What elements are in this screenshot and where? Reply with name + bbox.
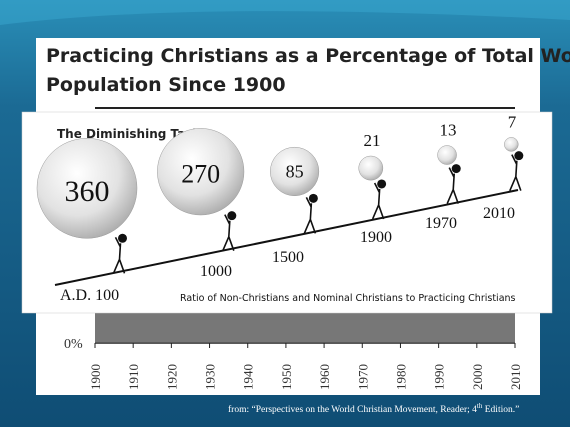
x-tick-label: 2000 [470,364,485,390]
x-tick-label: 1990 [432,364,447,390]
ball [36,138,138,239]
title-line: Population Since 1900 [46,74,286,96]
ball-value: 7 [508,112,517,131]
ball-value: 360 [65,175,110,208]
x-tick-label: 1960 [317,364,332,390]
figure-head [377,179,387,189]
x-tick-label: 1930 [203,364,218,390]
year-label: 1970 [425,215,457,232]
figure [509,154,522,191]
footer-sup: th [477,402,483,410]
x-tick-label: 1920 [164,364,179,390]
year-label: 1500 [272,249,304,266]
overlay-caption: Ratio of Non-Christians and Nominal Chri… [180,293,516,304]
overlay-title: The Diminishing Task [57,127,201,141]
ball [157,128,245,216]
x-tick-label: 1940 [241,364,256,390]
x-tick-label: 1910 [126,364,141,390]
footer-text: from: “Perspectives on the World Christi… [228,404,477,415]
y-tick-label: 0% [64,337,83,352]
figure-head [308,193,318,203]
figure-head [514,151,524,161]
ball-value: 13 [440,121,457,140]
ball-value: 21 [364,131,381,150]
slope [54,189,519,286]
year-label: 2010 [483,205,515,222]
x-tick-label: 1970 [355,364,370,390]
figure [446,167,459,204]
x-tick-label: 1950 [279,364,294,390]
figure [222,214,235,251]
ball [437,145,457,165]
year-label: 1000 [200,263,232,280]
figure-head [118,233,127,243]
ball [270,146,320,197]
year-label: A.D. 100 [60,287,119,304]
ball-value: 270 [181,160,220,189]
footer: from: “Perspectives on the World Christi… [228,402,519,415]
year-label: 1900 [360,229,392,246]
figure [371,182,385,220]
ball-value: 85 [286,162,304,182]
figure-head [451,164,461,174]
area [95,312,515,342]
x-tick-label: 1900 [88,364,103,390]
ball [358,155,384,181]
x-tick-label: 1980 [393,364,408,390]
figure [303,196,317,234]
wave [0,0,570,25]
footer-text: Edition.” [482,405,519,415]
ball [504,137,519,152]
figure-head [227,211,237,221]
figure [112,236,126,274]
x-tick-label: 2010 [508,364,523,390]
title-line: Practicing Christians as a Percentage of… [46,45,570,67]
